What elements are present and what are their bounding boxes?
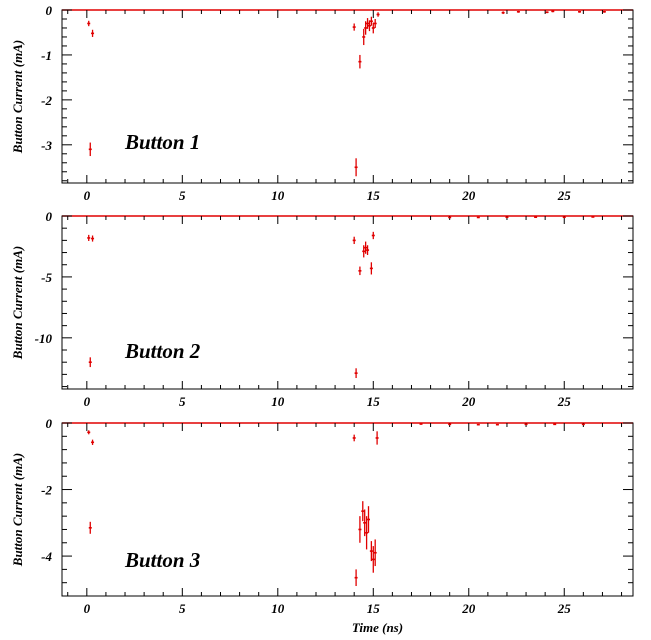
data-point (366, 18, 370, 29)
data-point (371, 231, 375, 240)
data-point (524, 423, 528, 426)
data-point (476, 423, 480, 426)
y-axis-label: Button Current (mA) (10, 453, 25, 567)
x-tick-label: 5 (179, 188, 186, 203)
data-point (375, 431, 379, 445)
data-point (602, 10, 606, 13)
x-tick-label: 0 (84, 601, 91, 616)
data-point (373, 18, 377, 28)
x-tick-label: 0 (84, 188, 91, 203)
y-tick-label: 0 (46, 3, 53, 18)
data-point (501, 11, 505, 15)
chart-panel-3: 0 5 10 15 20 25 0 -2 -4 Button Current (mA) Time (… (10, 416, 634, 635)
y-tick-label: -3 (41, 138, 52, 153)
data-point (367, 506, 371, 533)
x-axis-label: Time (ns) (352, 620, 403, 635)
data-point (551, 10, 555, 13)
x-tick-label: 10 (271, 188, 285, 203)
x-tick-label: 10 (271, 601, 285, 616)
data-point (358, 266, 362, 276)
chart-panel-1: 0 5 10 15 20 25 0 -1 -2 -3 Button Current (mA) Butt… (10, 3, 634, 203)
y-axis-label: Button Current (mA) (10, 246, 25, 360)
data-point (505, 216, 509, 219)
data-point (362, 245, 366, 258)
data-point (581, 423, 585, 426)
plot-frame (61, 215, 634, 390)
x-tick-label: 25 (557, 188, 572, 203)
data-point (91, 439, 95, 445)
x-tick-label: 5 (179, 394, 186, 409)
data-point (369, 262, 373, 275)
data-point (369, 541, 373, 562)
data-point (553, 423, 557, 426)
data-point (448, 423, 452, 426)
panel-annotation: Button 2 (124, 339, 201, 363)
data-point (88, 521, 92, 534)
data-point (358, 54, 362, 69)
data-point (371, 546, 375, 573)
x-tick-label: 25 (557, 394, 572, 409)
data-point (352, 434, 356, 442)
data-point (352, 236, 356, 245)
y-tick-label: -2 (41, 93, 52, 108)
y-tick-label: -1 (41, 48, 52, 63)
data-point (562, 216, 566, 219)
data-point (364, 241, 368, 254)
data-point (376, 12, 380, 17)
data-point (367, 20, 371, 32)
y-tick-label: -5 (41, 270, 52, 285)
y-tick-label: -4 (41, 549, 52, 564)
data-point (365, 516, 369, 550)
y-tick-label: -10 (35, 331, 53, 346)
data-point (87, 430, 91, 435)
data-point (354, 368, 358, 379)
data-point (534, 216, 538, 219)
data-point (495, 423, 499, 426)
data-point (369, 16, 373, 26)
x-tick-label: 20 (461, 601, 476, 616)
data-point (545, 11, 549, 14)
data-point (371, 22, 375, 34)
data-point (88, 357, 92, 368)
data-point (361, 501, 365, 522)
data-point (354, 158, 358, 177)
data-point (352, 23, 356, 31)
y-tick-label: 0 (46, 209, 53, 224)
x-tick-label: 15 (367, 394, 381, 409)
data-point (578, 10, 582, 13)
x-tick-label: 20 (461, 188, 476, 203)
chart-panel-2: 0 5 10 15 20 25 0 -5 -10 Button Current (mA) Butto… (10, 209, 634, 409)
data-point (373, 539, 377, 567)
data-point (448, 216, 452, 219)
y-axis-label: Button Current (mA) (10, 40, 25, 154)
x-tick-label: 10 (271, 394, 285, 409)
data-point (366, 245, 370, 255)
x-tick-label: 25 (557, 601, 572, 616)
panel-annotation: Button 1 (124, 130, 200, 154)
data-point (88, 142, 92, 157)
data-point (516, 10, 520, 13)
data-point (358, 516, 362, 543)
data-point (354, 569, 358, 587)
data-point (91, 235, 95, 242)
data-point (87, 20, 91, 27)
x-tick-label: 15 (367, 188, 381, 203)
data-point (591, 216, 595, 218)
x-tick-label: 5 (179, 601, 186, 616)
y-tick-label: -2 (41, 483, 52, 498)
plot-frame (61, 9, 634, 184)
data-point (91, 29, 95, 37)
x-tick-label: 20 (461, 394, 476, 409)
data-point (364, 21, 368, 35)
data-point (362, 28, 366, 46)
data-point (87, 234, 91, 241)
x-tick-label: 0 (84, 394, 91, 409)
data-point (363, 509, 367, 537)
data-point (419, 423, 423, 425)
x-tick-label: 15 (367, 601, 381, 616)
y-tick-label: 0 (46, 416, 53, 431)
data-point (476, 216, 480, 219)
panel-annotation: Button 3 (124, 548, 200, 572)
